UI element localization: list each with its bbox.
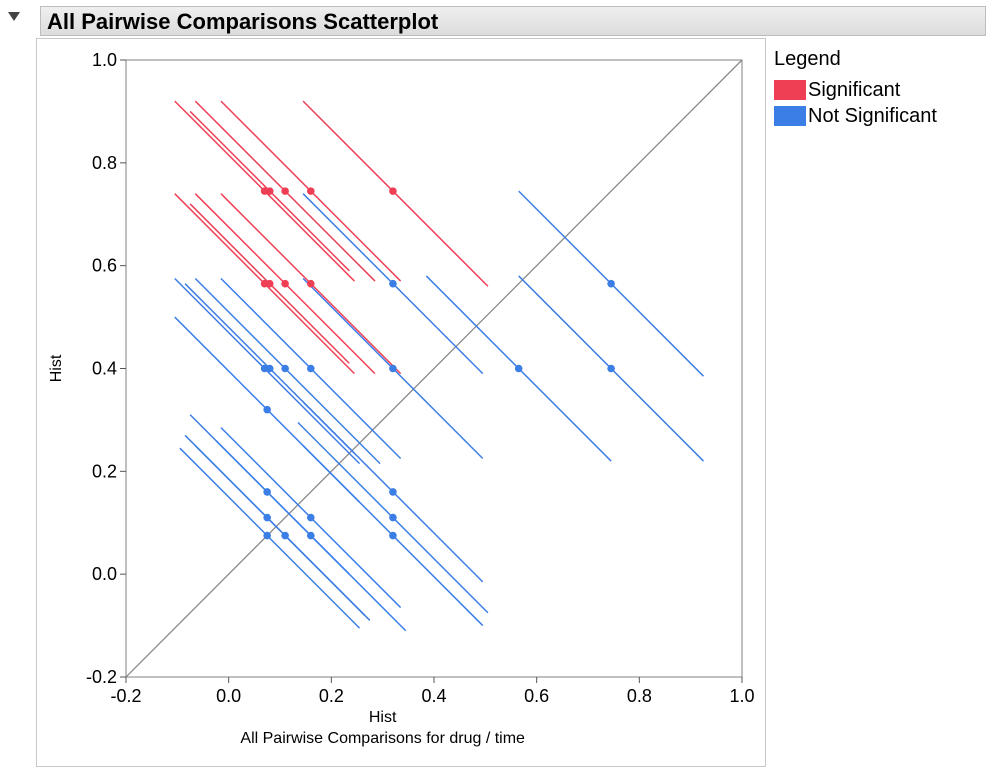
data-point-not-significant xyxy=(389,488,397,496)
report-title-bar[interactable]: All Pairwise Comparisons Scatterplot xyxy=(40,6,986,36)
data-point-not-significant xyxy=(263,513,271,522)
data-point-not-significant xyxy=(281,531,289,540)
y-tick-label: 0.0 xyxy=(92,564,117,584)
legend-item-not-significant[interactable]: Not Significant xyxy=(774,103,937,129)
data-point-significant xyxy=(389,187,397,195)
data-point-not-significant xyxy=(389,364,397,373)
report-title: All Pairwise Comparisons Scatterplot xyxy=(47,9,439,34)
data-point-not-significant xyxy=(607,364,615,373)
y-tick-label: 0.6 xyxy=(92,256,117,276)
data-point-not-significant xyxy=(389,531,397,540)
y-tick-label: 1.0 xyxy=(92,50,117,70)
legend: Legend Significant Not Significant xyxy=(774,48,937,129)
y-tick-label: 0.2 xyxy=(92,461,117,481)
data-point-not-significant xyxy=(263,405,271,414)
data-point-significant xyxy=(265,187,274,195)
data-point-significant xyxy=(265,279,274,288)
data-point-not-significant xyxy=(389,279,397,288)
x-tick-label: 1.0 xyxy=(729,686,754,706)
data-point-significant xyxy=(281,187,289,195)
data-point-significant xyxy=(307,187,315,195)
legend-title: Legend xyxy=(774,48,841,70)
y-tick-label: 0.4 xyxy=(92,359,117,379)
legend-swatch-not-significant xyxy=(774,106,806,126)
legend-label-not-significant: Not Significant xyxy=(808,104,937,127)
data-point-not-significant xyxy=(607,279,615,288)
x-tick-label: 0.6 xyxy=(524,686,549,706)
legend-item-significant[interactable]: Significant xyxy=(774,77,937,103)
data-point-not-significant xyxy=(307,531,315,540)
x-tick-label: 0.0 xyxy=(216,686,241,706)
data-point-not-significant xyxy=(263,531,271,540)
report-outline xyxy=(36,38,766,767)
x-tick-label: 0.4 xyxy=(421,686,446,706)
y-axis-label: Hist xyxy=(48,354,65,382)
data-point-not-significant xyxy=(307,513,315,522)
x-tick-label: 0.2 xyxy=(319,686,344,706)
disclosure-triangle-icon[interactable] xyxy=(8,12,20,21)
reference-line xyxy=(125,59,743,678)
x-tick-label: -0.2 xyxy=(110,686,141,706)
data-point-significant xyxy=(307,279,315,288)
data-point-not-significant xyxy=(281,364,289,373)
y-tick-label: 0.8 xyxy=(92,153,117,173)
y-tick-label: -0.2 xyxy=(86,667,117,687)
chart-footnote: All Pairwise Comparisons for drug / time xyxy=(240,730,525,747)
legend-label-significant: Significant xyxy=(808,78,901,101)
data-point-not-significant xyxy=(265,364,274,373)
data-point-not-significant xyxy=(389,513,397,522)
x-axis-label: Hist xyxy=(369,709,397,726)
data-point-not-significant xyxy=(514,364,523,373)
data-point-not-significant xyxy=(307,364,315,373)
x-tick-label: 0.8 xyxy=(627,686,652,706)
data-point-significant xyxy=(281,279,289,288)
data-point-not-significant xyxy=(263,488,271,496)
legend-swatch-significant xyxy=(774,80,806,100)
